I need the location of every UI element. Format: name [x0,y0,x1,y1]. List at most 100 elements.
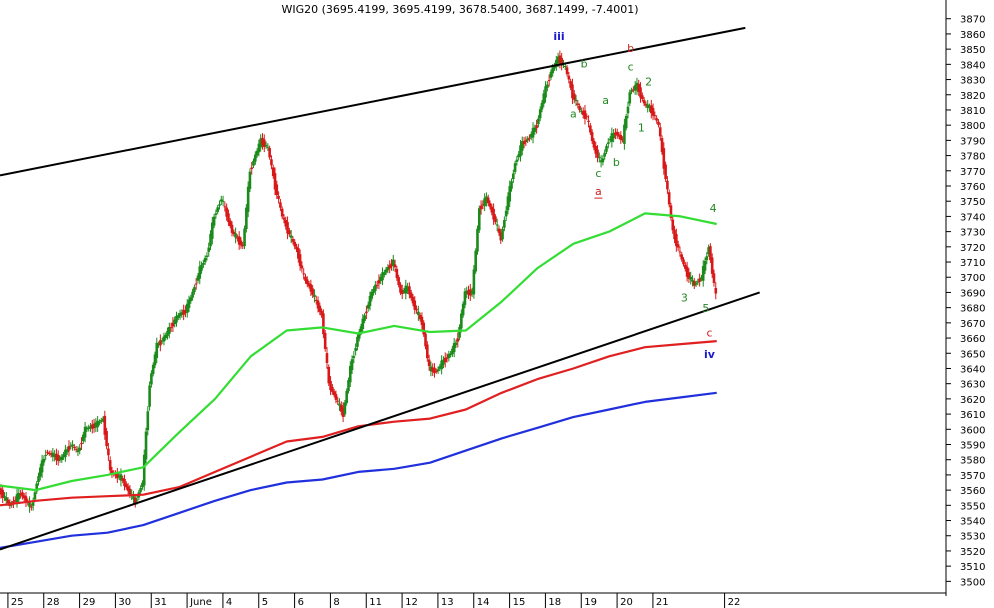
candle-body [236,237,239,239]
candle-body [547,80,551,82]
candle-body [230,224,234,233]
candle-body [707,247,710,255]
candle-body [82,434,85,442]
candle-body [92,423,96,429]
candle-body [356,336,359,347]
candle-body [626,106,630,114]
price-tick-label: 3530 [960,532,985,543]
candle-body [176,315,180,318]
candle-body [125,483,128,488]
trend-lines [0,26,760,551]
time-tick-label: 31 [154,597,167,608]
candle-body [671,219,675,231]
candle-body [538,109,542,119]
candle-body [347,380,350,392]
candle-body [589,125,592,133]
candle-body [447,354,451,359]
candle-body [452,342,456,353]
price-tick-label: 3690 [960,288,985,299]
time-tick-label: 4 [226,597,232,608]
candle-body [540,102,544,110]
candle-body [434,371,438,373]
candle-body [280,208,284,217]
candle-body [687,272,691,279]
wave-label: a [570,108,577,121]
candle-body [363,315,366,321]
trend-line [0,291,760,551]
candle-body [667,192,671,205]
candle-body [623,124,626,144]
candle-body [117,476,121,478]
candle-body [151,364,155,374]
candle-body [189,297,193,302]
candle-body [255,150,259,156]
candle-body [17,492,21,500]
candle-body [655,118,658,121]
price-tick-label: 3720 [960,243,985,254]
candle-body [361,318,365,329]
candle-body [37,476,40,483]
candle-body [644,103,648,106]
candle-body [528,137,531,139]
wave-label: iv [704,348,716,361]
candle-body [348,366,352,383]
candle-body [580,110,583,112]
time-tick-label: 14 [477,597,490,608]
price-tick-label: 3730 [960,228,985,239]
candle-body [332,391,336,396]
candle-body [40,460,44,473]
price-axis: 3500 3510 3520 3530 3540 3550 3560 3570 3580 3590… [945,0,985,596]
candle-body [587,120,590,123]
moving-averages [0,212,717,549]
price-tick-label: 3570 [960,471,985,482]
candle-body [42,458,46,463]
time-tick-label: 15 [513,597,526,608]
candle-body [494,216,497,223]
candle-body [67,446,71,451]
candle-body [350,359,354,371]
candle-body [404,285,408,294]
candle-body [286,222,289,234]
candle-body [698,278,701,282]
moving-average-line [0,340,717,507]
candle-body [558,55,562,64]
candle-body [440,360,443,370]
candle-body [709,246,712,261]
candle-body [610,133,614,142]
candle-body [504,210,508,217]
candle-body [456,338,460,342]
candle-body [243,228,246,247]
candle-body [599,160,603,163]
time-tick-label: 5 [262,597,268,608]
candle-body [128,488,132,495]
candle-body [28,502,31,507]
candle-body [160,340,164,342]
candle-body [483,198,486,207]
candle-body [309,284,313,292]
candle-body [420,316,424,326]
candle-body [357,331,361,339]
candle-body [381,272,384,281]
wave-label: c [628,60,634,73]
candle-body [479,205,483,210]
candle-body [673,229,676,240]
price-tick-label: 3580 [960,456,985,467]
candle-body [508,186,512,202]
candle-body [133,497,137,504]
candle-body [649,105,653,114]
price-tick-label: 3560 [960,486,985,497]
candle-body [311,288,314,295]
candle-body [289,235,293,238]
wave-label: 3 [681,292,688,305]
candle-body [433,367,436,374]
time-tick-label: 30 [118,597,131,608]
candle-body [628,92,632,104]
candle-body [637,83,641,92]
candle-body [411,297,415,304]
candle-body [555,59,558,67]
candle-body [630,90,633,92]
candle-body [262,139,266,148]
candle-body [409,292,413,299]
candle-body [341,407,345,417]
